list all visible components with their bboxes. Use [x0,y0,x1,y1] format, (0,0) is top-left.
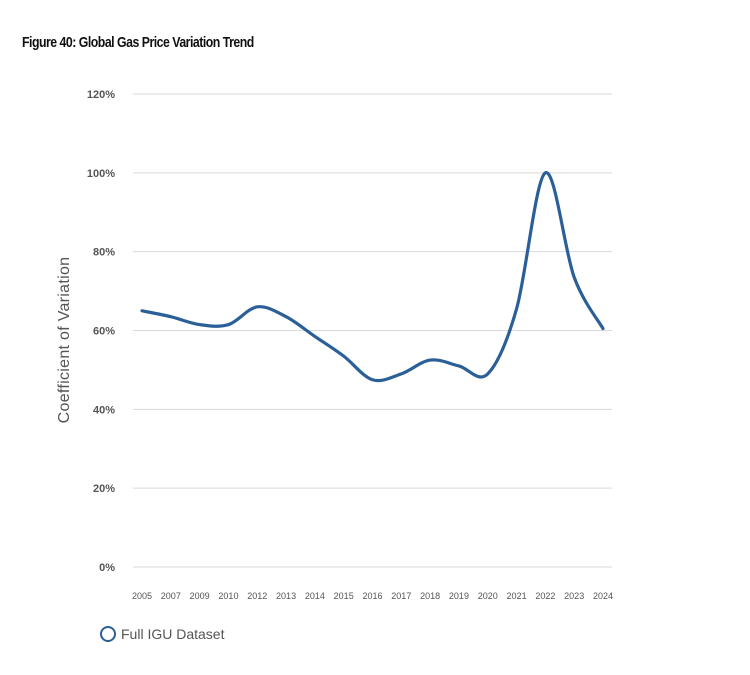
x-tick-label: 2010 [218,591,238,601]
y-tick-label: 20% [93,483,115,495]
x-tick-label: 2024 [593,591,613,601]
y-tick-label: 100% [87,168,115,180]
y-axis-label: Coefficient of Variation [56,257,73,424]
x-tick-label: 2005 [132,591,152,601]
x-tick-label: 2007 [161,591,181,601]
x-tick-label: 2022 [535,591,555,601]
chart-title: Figure 40: Global Gas Price Variation Tr… [22,34,254,51]
x-tick-label: 2018 [420,591,440,601]
legend: Full IGU Dataset [100,626,224,642]
legend-label: Full IGU Dataset [121,626,225,642]
x-tick-label: 2015 [334,591,354,601]
x-tick-label: 2021 [507,591,527,601]
y-tick-label: 60% [93,326,115,338]
y-tick-label: 40% [93,404,115,416]
legend-marker-icon [100,626,116,642]
x-tick-label: 2017 [391,591,411,601]
x-tick-label: 2020 [478,591,498,601]
x-axis-ticks: 2005 2007 2009 2010 2012 2013 2014 2015 2016 2017… [132,591,613,601]
y-tick-label: 80% [93,247,115,259]
x-tick-label: 2013 [276,591,296,601]
x-tick-label: 2019 [449,591,469,601]
series-line-full-igu-dataset [140,171,605,383]
y-tick-label: 0% [99,562,115,574]
x-tick-label: 2012 [247,591,267,601]
x-tick-label: 2016 [362,591,382,601]
x-tick-label: 2009 [190,591,210,601]
y-tick-label: 120% [87,89,115,101]
gridlines [133,93,612,568]
x-tick-label: 2023 [564,591,584,601]
x-tick-label: 2014 [305,591,325,601]
series-layer [140,171,605,383]
y-axis-ticks: 0% 20% 40% 60% 80% 100% 120% [87,89,115,574]
